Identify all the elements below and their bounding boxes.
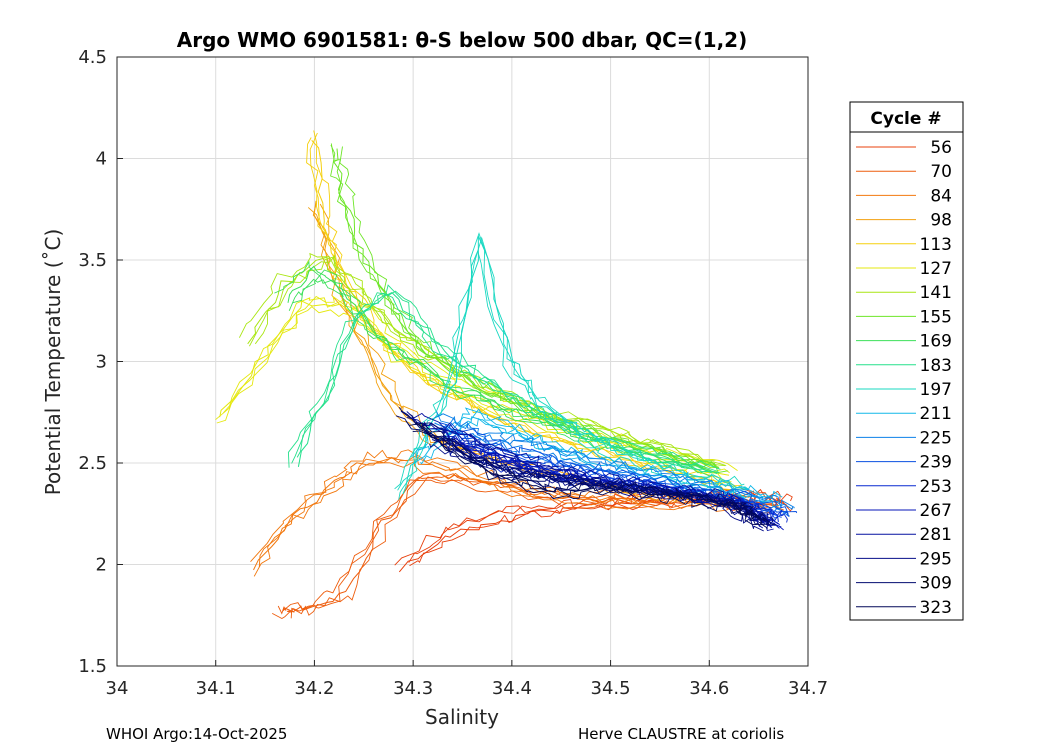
- series-line-profile: [330, 143, 719, 469]
- x-tick-label: 34.5: [591, 678, 631, 699]
- series-line-profile: [406, 411, 767, 521]
- y-tick-labels: 1.5 2 2.5 3 3.5 4 4.5: [78, 47, 107, 677]
- legend-label: 141: [920, 283, 952, 303]
- series-line-profile: [250, 449, 749, 563]
- series-line-profile: [421, 421, 774, 532]
- series-line-profile: [330, 144, 716, 468]
- legend-label: 127: [920, 259, 952, 279]
- series-323: [405, 420, 777, 529]
- legend-label: 309: [920, 574, 952, 594]
- y-tick-label: 3.5: [78, 250, 107, 271]
- legend-label: 155: [920, 307, 952, 327]
- series-line: [253, 454, 749, 571]
- legend-label: 70: [930, 162, 952, 182]
- series-line-profile: [253, 460, 747, 577]
- legend-items: 56 70 84 98 113 127 141 155 169 183 197 211 225 239 25…: [856, 138, 952, 618]
- legend-label: 239: [920, 453, 952, 473]
- series-line: [247, 256, 720, 469]
- series-line-profile: [408, 487, 793, 563]
- series-183: [287, 284, 721, 474]
- legend-label: 183: [920, 356, 952, 376]
- x-tick-label: 34: [106, 678, 129, 699]
- series-line-profile: [290, 476, 785, 619]
- x-tick-labels: 34 34.1 34.2 34.3 34.4 34.5 34.6 34.7: [106, 678, 828, 699]
- x-tick-label: 34.1: [196, 678, 236, 699]
- legend-label: 56: [930, 138, 952, 158]
- footer-right: Herve CLAUSTRE at coriolis: [578, 725, 785, 743]
- plot-frame: [116, 56, 809, 667]
- y-tick-label: 4: [96, 149, 107, 170]
- y-tick-label: 3: [96, 352, 107, 373]
- y-axis-label: Potential Temperature (˚C): [41, 229, 65, 496]
- series-line-profile: [296, 290, 721, 470]
- series-line-profile: [271, 479, 771, 620]
- series-line-profile: [405, 420, 761, 521]
- series-line-profile: [412, 430, 769, 529]
- x-tick-label: 34.3: [393, 678, 433, 699]
- legend-label: 169: [920, 332, 952, 352]
- legend-title: Cycle #: [870, 109, 941, 129]
- legend-box: [849, 101, 964, 621]
- series-layer: [215, 130, 798, 620]
- y-tick-label: 2.5: [78, 453, 107, 474]
- series-line-profile: [287, 292, 713, 474]
- x-tick-label: 34.7: [788, 678, 828, 699]
- legend-label: 267: [920, 501, 952, 521]
- series-line-profile: [216, 306, 732, 483]
- series-line-profile: [394, 232, 745, 490]
- legend-label: 253: [920, 477, 952, 497]
- series-155: [330, 143, 729, 474]
- y-tick-label: 2: [96, 555, 107, 576]
- y-tick-label: 4.5: [78, 47, 107, 68]
- legend-label: 211: [920, 404, 952, 424]
- series-84: [250, 449, 749, 577]
- legend-label: 281: [920, 525, 952, 545]
- legend: Cycle # 56 70 84 98 113 127 141 155 169 183 197 211…: [849, 101, 964, 621]
- x-tick-label: 34.4: [492, 678, 532, 699]
- footer-left: WHOI Argo:14-Oct-2025: [106, 725, 288, 743]
- series-line-profile: [215, 297, 730, 474]
- series-line-profile: [291, 284, 719, 472]
- legend-label: 197: [920, 380, 952, 400]
- y-tick-label: 1.5: [78, 656, 107, 677]
- legend-label: 113: [920, 235, 952, 255]
- x-tick-label: 34.6: [689, 678, 729, 699]
- chart-title: Argo WMO 6901581: θ-S below 500 dbar, QC…: [177, 28, 747, 52]
- series-line-profile: [397, 236, 748, 491]
- x-axis-label: Salinity: [425, 705, 499, 729]
- series-line-profile: [422, 423, 777, 526]
- legend-label: 84: [930, 186, 952, 206]
- series-line-profile: [238, 252, 716, 463]
- legend-label: 98: [930, 211, 952, 231]
- legend-label: 323: [920, 598, 952, 618]
- legend-label: 295: [920, 549, 952, 569]
- x-tick-label: 34.2: [294, 678, 334, 699]
- series-line-profile: [436, 411, 794, 510]
- legend-label: 225: [920, 428, 952, 448]
- series-line-profile: [434, 413, 795, 509]
- series-line: [402, 235, 750, 495]
